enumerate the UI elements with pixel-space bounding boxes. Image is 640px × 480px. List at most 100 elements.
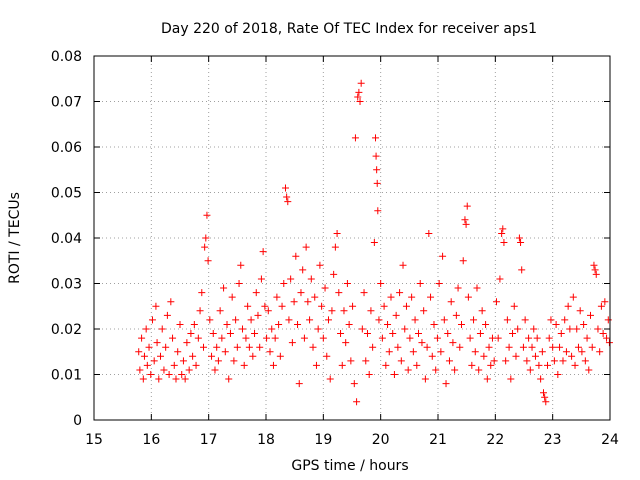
data-point bbox=[372, 152, 380, 160]
data-point bbox=[157, 352, 165, 360]
data-point bbox=[401, 325, 409, 333]
data-point bbox=[389, 330, 397, 338]
data-point bbox=[242, 334, 250, 342]
data-point bbox=[259, 248, 267, 256]
data-point bbox=[256, 343, 264, 351]
x-tick-label: 20 bbox=[372, 432, 390, 448]
data-point bbox=[174, 348, 182, 356]
data-point bbox=[454, 284, 462, 292]
data-point bbox=[360, 289, 368, 297]
data-point bbox=[490, 357, 498, 365]
data-point bbox=[537, 375, 545, 383]
data-point bbox=[525, 334, 533, 342]
data-point bbox=[427, 293, 435, 301]
data-point bbox=[587, 311, 595, 319]
data-point bbox=[531, 352, 539, 360]
data-point bbox=[557, 330, 565, 338]
data-point bbox=[163, 311, 171, 319]
data-point bbox=[601, 298, 609, 306]
data-point bbox=[594, 325, 602, 333]
data-point bbox=[583, 334, 591, 342]
data-point bbox=[318, 302, 326, 310]
data-point bbox=[538, 348, 546, 356]
x-tick-label: 22 bbox=[486, 432, 504, 448]
data-point bbox=[209, 330, 217, 338]
data-point bbox=[591, 266, 599, 274]
data-point bbox=[519, 343, 527, 351]
grid-lines bbox=[94, 56, 610, 420]
data-point bbox=[605, 339, 613, 347]
data-point bbox=[306, 316, 314, 324]
data-point bbox=[397, 357, 405, 365]
data-point bbox=[550, 357, 558, 365]
y-tick-label: 0 bbox=[73, 413, 82, 429]
data-point bbox=[507, 375, 515, 383]
data-point bbox=[574, 343, 582, 351]
data-point bbox=[372, 134, 380, 142]
data-point bbox=[373, 166, 381, 174]
data-point bbox=[328, 307, 336, 315]
data-point bbox=[187, 330, 195, 338]
data-point bbox=[266, 348, 274, 356]
data-point bbox=[568, 352, 576, 360]
x-tick-label: 17 bbox=[200, 432, 218, 448]
data-point bbox=[539, 389, 547, 397]
data-point bbox=[562, 348, 570, 356]
data-point bbox=[512, 352, 520, 360]
data-point bbox=[203, 211, 211, 219]
data-point bbox=[406, 334, 414, 342]
data-point bbox=[365, 371, 373, 378]
data-point bbox=[390, 371, 398, 378]
data-point bbox=[204, 257, 212, 265]
data-point bbox=[478, 307, 486, 315]
data-point bbox=[559, 357, 567, 365]
data-point bbox=[189, 352, 197, 360]
data-point bbox=[252, 289, 260, 297]
data-point bbox=[145, 343, 153, 351]
data-point bbox=[396, 289, 404, 297]
data-point bbox=[367, 307, 375, 315]
data-point bbox=[323, 352, 331, 360]
data-point bbox=[439, 252, 447, 260]
data-point bbox=[221, 348, 229, 356]
data-point bbox=[321, 284, 329, 292]
data-point bbox=[216, 307, 224, 315]
data-point bbox=[273, 293, 281, 301]
data-point bbox=[408, 293, 416, 301]
data-point bbox=[340, 307, 348, 315]
data-point bbox=[140, 352, 148, 360]
data-point bbox=[554, 371, 562, 378]
data-point bbox=[276, 352, 284, 360]
data-point bbox=[517, 239, 525, 247]
data-point bbox=[343, 280, 351, 287]
data-point bbox=[214, 357, 222, 365]
data-point bbox=[521, 316, 529, 324]
data-point bbox=[566, 325, 574, 333]
data-point bbox=[526, 366, 534, 374]
data-point bbox=[238, 325, 246, 333]
data-point bbox=[139, 375, 147, 383]
data-point bbox=[302, 243, 310, 251]
data-point bbox=[142, 325, 150, 333]
data-point bbox=[284, 198, 292, 206]
data-point bbox=[297, 289, 305, 297]
data-point bbox=[370, 239, 378, 247]
data-point bbox=[500, 239, 508, 247]
y-axis-ticks: 0 0.01 0.02 0.03 0.04 0.05 0.06 0.07 0.08 bbox=[51, 49, 610, 429]
data-point bbox=[573, 325, 581, 333]
data-point bbox=[338, 361, 346, 369]
data-point bbox=[247, 316, 255, 324]
data-point bbox=[176, 320, 184, 328]
data-point bbox=[409, 348, 417, 356]
data-point bbox=[604, 316, 612, 324]
data-point bbox=[378, 334, 386, 342]
data-point bbox=[135, 348, 143, 356]
data-point bbox=[237, 261, 245, 269]
data-point bbox=[423, 343, 431, 351]
data-point bbox=[263, 334, 271, 342]
data-point bbox=[435, 280, 443, 287]
data-point bbox=[485, 343, 493, 351]
data-point bbox=[331, 243, 339, 251]
data-point bbox=[541, 393, 549, 401]
